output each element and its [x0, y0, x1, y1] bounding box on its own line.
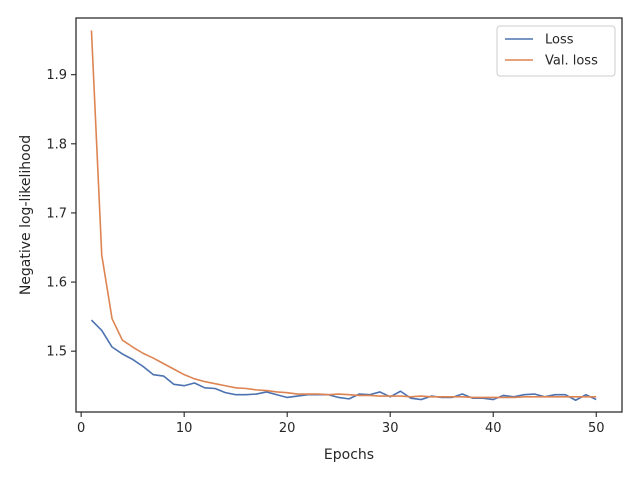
- x-tick-label: 40: [485, 421, 502, 436]
- series-line-1: [90, 30, 597, 399]
- x-tick-label: 20: [279, 421, 296, 436]
- legend: Loss Val. loss: [496, 25, 616, 77]
- x-axis-label: Epochs: [324, 447, 374, 463]
- y-axis-label: Negative log-likelihood: [18, 135, 34, 295]
- y-tick-label: 1.7: [46, 206, 67, 221]
- axes-frame: [75, 17, 623, 413]
- x-tick-label: 30: [382, 421, 399, 436]
- plot-area: [90, 30, 597, 402]
- legend-label-0: Loss: [545, 33, 574, 48]
- x-tick-label: 10: [176, 421, 193, 436]
- series-line-0: [90, 319, 597, 402]
- y-tick-label: 1.8: [46, 137, 67, 152]
- y-tick-label: 1.5: [46, 345, 67, 360]
- y-tick-label: 1.9: [46, 68, 67, 83]
- ticks-group: 0 10 20 30 40 50 1.5 1.6 1.7 1.8 1.9: [46, 68, 604, 436]
- legend-label-1: Val. loss: [545, 54, 598, 69]
- x-tick-label: 0: [77, 421, 85, 436]
- y-tick-label: 1.6: [46, 276, 67, 291]
- x-tick-label: 50: [588, 421, 605, 436]
